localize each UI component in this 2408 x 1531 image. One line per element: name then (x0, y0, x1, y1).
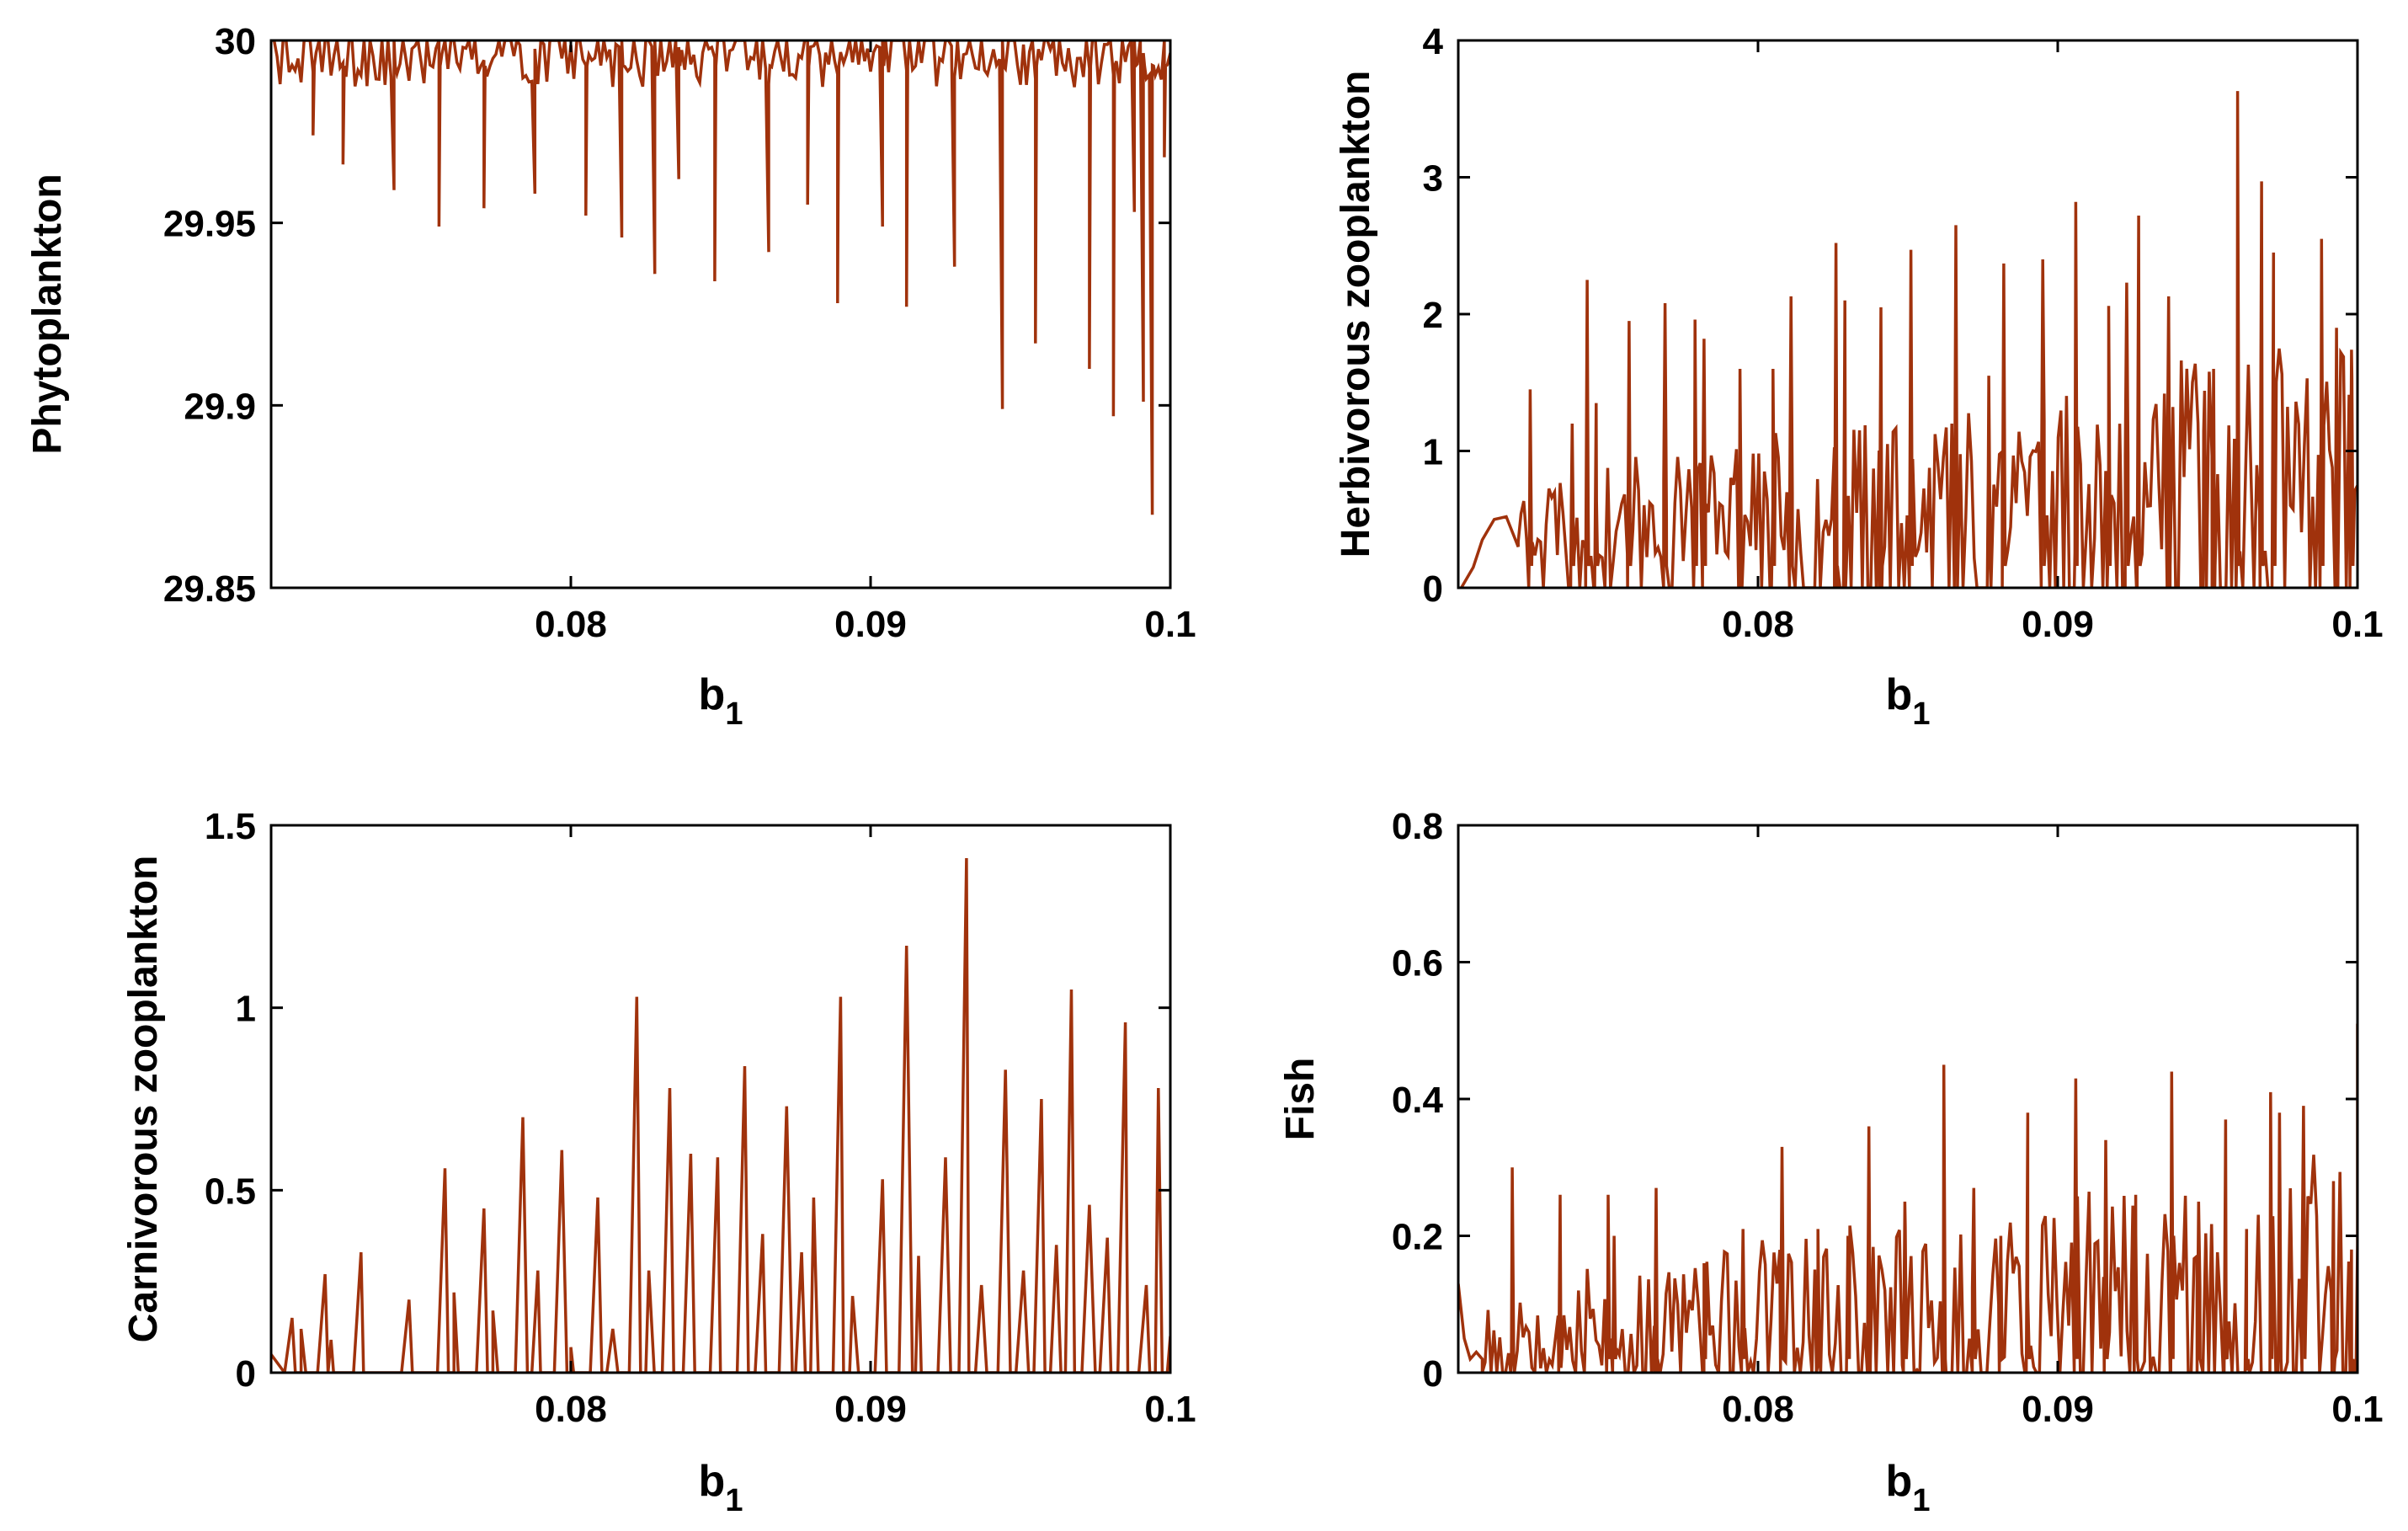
fish-ticks: 0.08 0.09 0.1 0 0.2 0.4 0.6 0.8 (1392, 806, 2384, 1430)
herbivorous-zooplankton-xlabel-base: b (1886, 670, 1913, 719)
fish-series (1458, 1023, 2357, 1373)
herbivorous-zooplankton-ytick-label: 3 (1423, 158, 1443, 200)
fish-ytick-label: 0 (1423, 1353, 1443, 1395)
phytoplankton-ytick-label: 30 (215, 21, 256, 62)
herbivorous-zooplankton-ytick-label: 1 (1423, 432, 1443, 473)
fish-xtick-label: 0.1 (2331, 1389, 2383, 1430)
herbivorous-zooplankton-ticks: 0.08 0.09 0.1 0 1 2 3 4 (1423, 21, 2384, 645)
carnivorous-zooplankton-xlabel-subscript: 1 (725, 1483, 743, 1518)
carnivorous-zooplankton-xtick-label: 0.08 (535, 1389, 607, 1430)
carnivorous-zooplankton-ticks: 0.08 0.09 0.1 0 0.5 1 1.5 (205, 806, 1196, 1430)
herbivorous-zooplankton-series-line-0 (1460, 91, 2357, 588)
phytoplankton-ylabel: Phytoplankton (25, 173, 70, 454)
phytoplankton-series (271, 40, 1170, 515)
carnivorous-zooplankton-series (271, 857, 1170, 1373)
fish-xlabel-base: b (1886, 1457, 1913, 1506)
herbivorous-zooplankton-xlabel-subscript: 1 (1912, 696, 1930, 732)
fish-series-line-0 (1458, 1023, 2357, 1373)
phytoplankton-xtick-label: 0.09 (834, 604, 907, 645)
fish-ylabel: Fish (1278, 1058, 1323, 1141)
herbivorous-zooplankton-xtick-label: 0.1 (2331, 604, 2383, 645)
phytoplankton-axes-frame (269, 39, 1172, 589)
fish-xlabel-subscript: 1 (1912, 1483, 1930, 1518)
herbivorous-zooplankton-ytick-label: 2 (1423, 295, 1443, 336)
carnivorous-zooplankton-xlabel-base: b (699, 1457, 726, 1506)
carnivorous-zooplankton-ylabel: Carnivorous zooplankton (121, 856, 166, 1343)
carnivorous-zooplankton-ytick-label: 0.5 (205, 1171, 256, 1212)
carnivorous-zooplankton-xtick-label: 0.1 (1144, 1389, 1196, 1430)
phytoplankton-ytick-label: 29.9 (184, 386, 256, 427)
phytoplankton-xlabel-base: b (699, 670, 726, 719)
fish-ytick-label: 0.6 (1392, 943, 1443, 984)
fish-xlabel: b1 (1886, 1457, 1931, 1518)
herbivorous-zooplankton-xtick-label: 0.09 (2022, 604, 2094, 645)
phytoplankton-series-line-0 (271, 40, 1170, 515)
phytoplankton-ytick-label: 29.95 (163, 204, 256, 245)
phytoplankton-ticks: 0.08 0.09 0.1 29.85 29.9 29.95 30 (163, 21, 1196, 645)
panel-herbivorous-zooplankton: 0.08 0.09 0.1 0 1 2 3 4 Herbivorous zooplankton… (1334, 21, 2384, 732)
fish-ytick-label: 0.4 (1392, 1080, 1444, 1121)
panel-carnivorous-zooplankton: 0.08 0.09 0.1 0 0.5 1 1.5 Carnivorous zooplank… (121, 806, 1196, 1518)
carnivorous-zooplankton-ytick-label: 0 (236, 1353, 256, 1395)
phytoplankton-ytick-label: 29.85 (163, 568, 256, 610)
phytoplankton-xtick-label: 0.1 (1144, 604, 1196, 645)
herbivorous-zooplankton-series (1460, 91, 2357, 588)
herbivorous-zooplankton-ylabel: Herbivorous zooplankton (1334, 71, 1378, 558)
fish-xtick-label: 0.08 (1722, 1389, 1794, 1430)
phytoplankton-xlabel: b1 (699, 670, 743, 732)
herbivorous-zooplankton-xlabel: b1 (1886, 670, 1931, 732)
carnivorous-zooplankton-series-line-0 (271, 857, 1170, 1373)
herbivorous-zooplankton-xtick-label: 0.08 (1722, 604, 1794, 645)
herbivorous-zooplankton-ytick-label: 0 (1423, 568, 1443, 610)
fish-xtick-label: 0.09 (2022, 1389, 2094, 1430)
phytoplankton-xtick-label: 0.08 (535, 604, 607, 645)
carnivorous-zooplankton-axes-frame (269, 824, 1172, 1374)
carnivorous-zooplankton-xlabel: b1 (699, 1457, 743, 1518)
carnivorous-zooplankton-xtick-label: 0.09 (834, 1389, 907, 1430)
herbivorous-zooplankton-ytick-label: 4 (1423, 21, 1444, 62)
fish-ytick-label: 0.8 (1392, 806, 1443, 847)
panel-fish: 0.08 0.09 0.1 0 0.2 0.4 0.6 0.8 Fish b1 (1278, 806, 2384, 1518)
panel-phytoplankton: 0.08 0.09 0.1 29.85 29.9 29.95 30 Phytoplankto… (25, 21, 1196, 732)
phytoplankton-xlabel-subscript: 1 (725, 696, 743, 732)
carnivorous-zooplankton-ytick-label: 1 (236, 989, 256, 1030)
carnivorous-zooplankton-ytick-label: 1.5 (205, 806, 256, 847)
fish-ytick-label: 0.2 (1392, 1217, 1443, 1258)
